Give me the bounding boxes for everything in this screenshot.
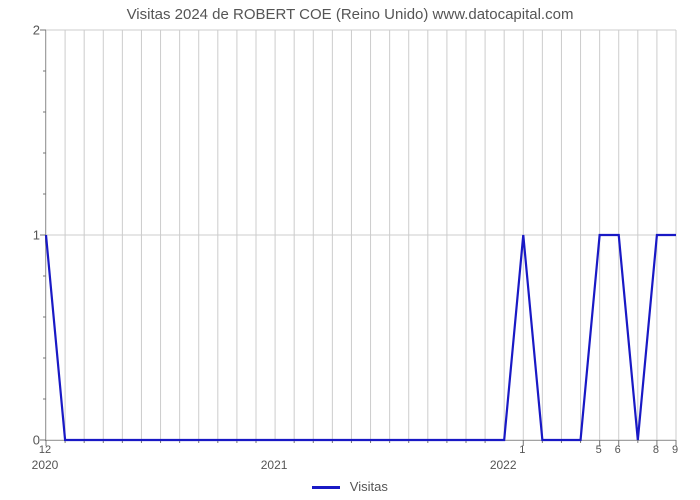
legend-label: Visitas <box>350 479 388 494</box>
y-tick-label: 1 <box>10 228 40 243</box>
chart-svg <box>46 30 676 440</box>
y-tick-label: 0 <box>10 433 40 448</box>
x-tick-year-label: 2021 <box>261 458 288 472</box>
x-tick-month-label: 8 <box>653 444 659 456</box>
plot-area <box>45 30 676 441</box>
x-tick-year-label: 2022 <box>490 458 517 472</box>
x-tick-month-label: 12 <box>39 444 51 456</box>
chart-title: Visitas 2024 de ROBERT COE (Reino Unido)… <box>0 6 700 23</box>
x-tick-month-label: 9 <box>672 444 678 456</box>
x-tick-month-label: 1 <box>519 444 525 456</box>
y-tick-label: 2 <box>10 23 40 38</box>
x-tick-year-label: 2020 <box>32 458 59 472</box>
legend-swatch <box>312 486 340 489</box>
legend: Visitas <box>0 479 700 494</box>
x-tick-month-label: 5 <box>596 444 602 456</box>
x-tick-month-label: 6 <box>615 444 621 456</box>
chart-container: Visitas 2024 de ROBERT COE (Reino Unido)… <box>0 0 700 500</box>
